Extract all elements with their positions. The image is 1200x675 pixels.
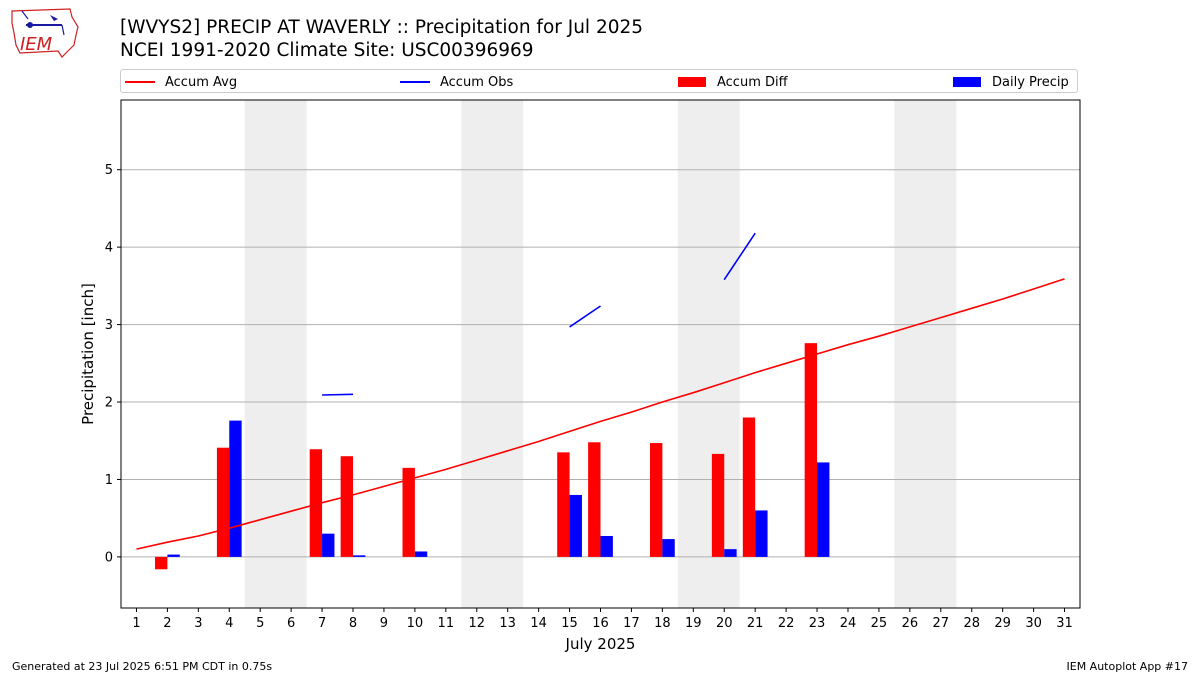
weekend-band-3 [677,100,740,608]
accum-obs-segment-2 [569,305,601,328]
x-tick-label-2: 2 [163,616,171,631]
y-axis-label: Precipitation [inch] [79,283,97,425]
legend-swatch-accum-diff [678,77,706,87]
accum-obs-segment-3 [723,232,756,281]
legend: Accum Avg Accum Obs Accum Diff Daily Pre… [120,69,1078,93]
y-tick-label-0: 0 [105,550,113,565]
weekend-band-1 [244,100,307,608]
legend-swatch-daily-precip [953,77,981,87]
x-tick-label-6: 6 [287,616,295,631]
x-tick-label-31: 31 [1056,616,1073,631]
daily-precip-bar-day-20 [724,549,737,557]
iem-logo: IEM [11,8,79,58]
legend-item-accum-avg: Accum Avg [125,70,237,94]
legend-item-accum-diff: Accum Diff [678,70,788,94]
y-tick-label-4: 4 [105,241,113,256]
daily-precip-bar-day-15 [569,494,582,557]
x-tick-label-4: 4 [225,616,233,631]
accum-avg-line [136,278,1065,550]
x-tick-label-15: 15 [561,616,578,631]
chart-title: [WVYS2] PRECIP AT WAVERLY :: Precipitati… [120,17,644,38]
chart-subtitle: NCEI 1991-2020 Climate Site: USC00396969 [120,40,534,61]
daily-precip-bar-day-7 [322,533,335,557]
daily-precip-bar-day-10 [414,551,428,557]
legend-item-daily-precip: Daily Precip [953,70,1069,94]
x-tick-label-26: 26 [902,616,919,631]
x-tick-label-12: 12 [468,616,485,631]
legend-swatch-accum-obs [400,81,430,83]
x-tick-label-17: 17 [623,616,640,631]
accum-diff-bar-day-23 [804,343,818,557]
x-tick-label-23: 23 [809,616,826,631]
x-tick-label-11: 11 [438,616,455,631]
y-tick-label-1: 1 [105,473,113,488]
x-tick-label-24: 24 [840,616,857,631]
x-tick-label-10: 10 [407,616,424,631]
legend-label-accum-avg: Accum Avg [165,74,238,90]
accum-diff-bar-day-8 [340,456,354,557]
accum-diff-bar-day-18 [649,443,663,557]
x-tick-label-22: 22 [778,616,795,631]
daily-precip-bar-day-16 [600,535,613,557]
generated-timestamp: Generated at 23 Jul 2025 6:51 PM CDT in … [12,660,273,673]
x-tick-label-29: 29 [994,616,1011,631]
x-tick-label-25: 25 [871,616,888,631]
y-tick-label-2: 2 [105,396,113,411]
x-tick-label-16: 16 [592,616,609,631]
legend-label-daily-precip: Daily Precip [992,74,1069,90]
x-tick-label-8: 8 [349,616,357,631]
accum-diff-bar-day-20 [711,453,725,557]
daily-precip-bar-day-8 [353,555,366,557]
weekend-band-4 [894,100,957,608]
x-tick-label-19: 19 [685,616,702,631]
daily-precip-bar-day-4 [229,420,242,557]
x-tick-label-7: 7 [318,616,326,631]
x-tick-label-30: 30 [1025,616,1042,631]
app-label: IEM Autoplot App #17 [1066,660,1189,673]
legend-swatch-accum-avg [125,81,155,83]
logo-text: IEM [20,34,53,55]
x-tick-label-27: 27 [933,616,950,631]
legend-label-accum-obs: Accum Obs [440,74,514,90]
x-axis-label: July 2025 [565,635,636,653]
weekend-band-2 [461,100,524,608]
y-tick-label-3: 3 [105,318,113,333]
daily-precip-bar-day-23 [817,462,830,557]
accum-diff-bar-day-16 [588,442,601,557]
x-tick-label-21: 21 [747,616,764,631]
accum-diff-bar-day-4 [216,447,230,557]
x-tick-label-20: 20 [716,616,733,631]
daily-precip-bar-day-21 [755,510,768,557]
x-tick-label-28: 28 [963,616,980,631]
x-tick-label-3: 3 [194,616,202,631]
y-tick-label-5: 5 [105,163,113,178]
accum-diff-bar-day-2 [155,556,168,570]
legend-item-accum-obs: Accum Obs [400,70,513,94]
x-tick-label-14: 14 [530,616,547,631]
x-tick-label-9: 9 [380,616,388,631]
x-tick-label-18: 18 [654,616,671,631]
daily-precip-bar-day-18 [662,539,675,557]
x-tick-label-1: 1 [132,616,140,631]
accum-diff-bar-day-10 [402,467,415,557]
accum-obs-segment-1 [322,393,354,396]
legend-label-accum-diff: Accum Diff [717,74,788,90]
accum-diff-bar-day-15 [557,452,570,557]
x-tick-label-5: 5 [256,616,264,631]
accum-diff-bar-day-21 [742,417,756,557]
accum-diff-bar-day-7 [309,449,323,557]
x-tick-label-13: 13 [499,616,516,631]
daily-precip-bar-day-2 [167,554,180,557]
